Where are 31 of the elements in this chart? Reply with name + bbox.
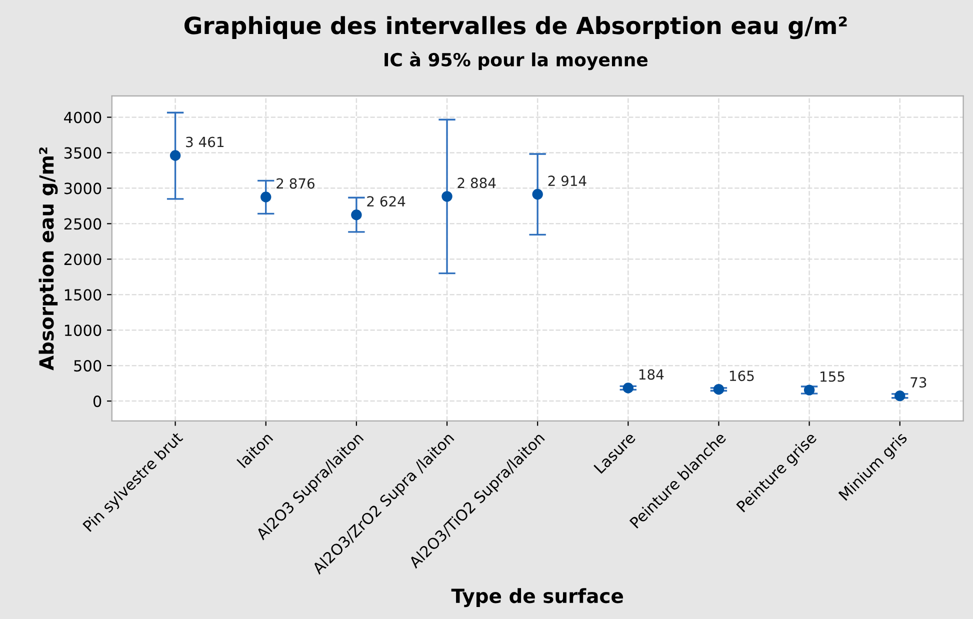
y-axis-title: Absorption eau g/m²: [38, 147, 58, 370]
data-label: 2 624: [367, 196, 406, 207]
data-label: 184: [639, 369, 664, 380]
y-tick-label: 1000: [64, 324, 102, 336]
data-label: 165: [730, 370, 754, 382]
chart-subtitle: IC à 95% pour la moyenne: [384, 52, 648, 70]
data-label: 155: [820, 371, 844, 382]
data-label: 2 876: [276, 178, 314, 189]
x-axis-title: Type de surface: [451, 588, 623, 608]
point: [351, 210, 362, 220]
y-tick-label: 0: [93, 396, 102, 408]
y-tick-label: 4000: [64, 112, 102, 124]
point: [804, 384, 815, 396]
point: [442, 191, 452, 202]
y-tick-label: 3500: [64, 147, 102, 159]
data-label: 3 461: [186, 136, 224, 148]
data-label: 73: [910, 377, 926, 388]
point: [170, 150, 181, 161]
data-label: 2 884: [458, 178, 496, 188]
point: [260, 192, 272, 202]
point: [532, 188, 543, 200]
y-tick-label: 1500: [64, 289, 102, 301]
chart-title: Graphique des intervalles de Absorption eau g/m²: [184, 16, 847, 40]
point: [894, 390, 906, 402]
y-tick-label: 500: [74, 360, 102, 372]
y-tick-label: 3000: [64, 182, 102, 194]
y-tick-label: 2000: [64, 254, 102, 266]
point: [622, 382, 634, 394]
data-label: 2 914: [548, 176, 586, 186]
point: [713, 384, 724, 395]
y-tick-label: 2500: [64, 218, 102, 230]
